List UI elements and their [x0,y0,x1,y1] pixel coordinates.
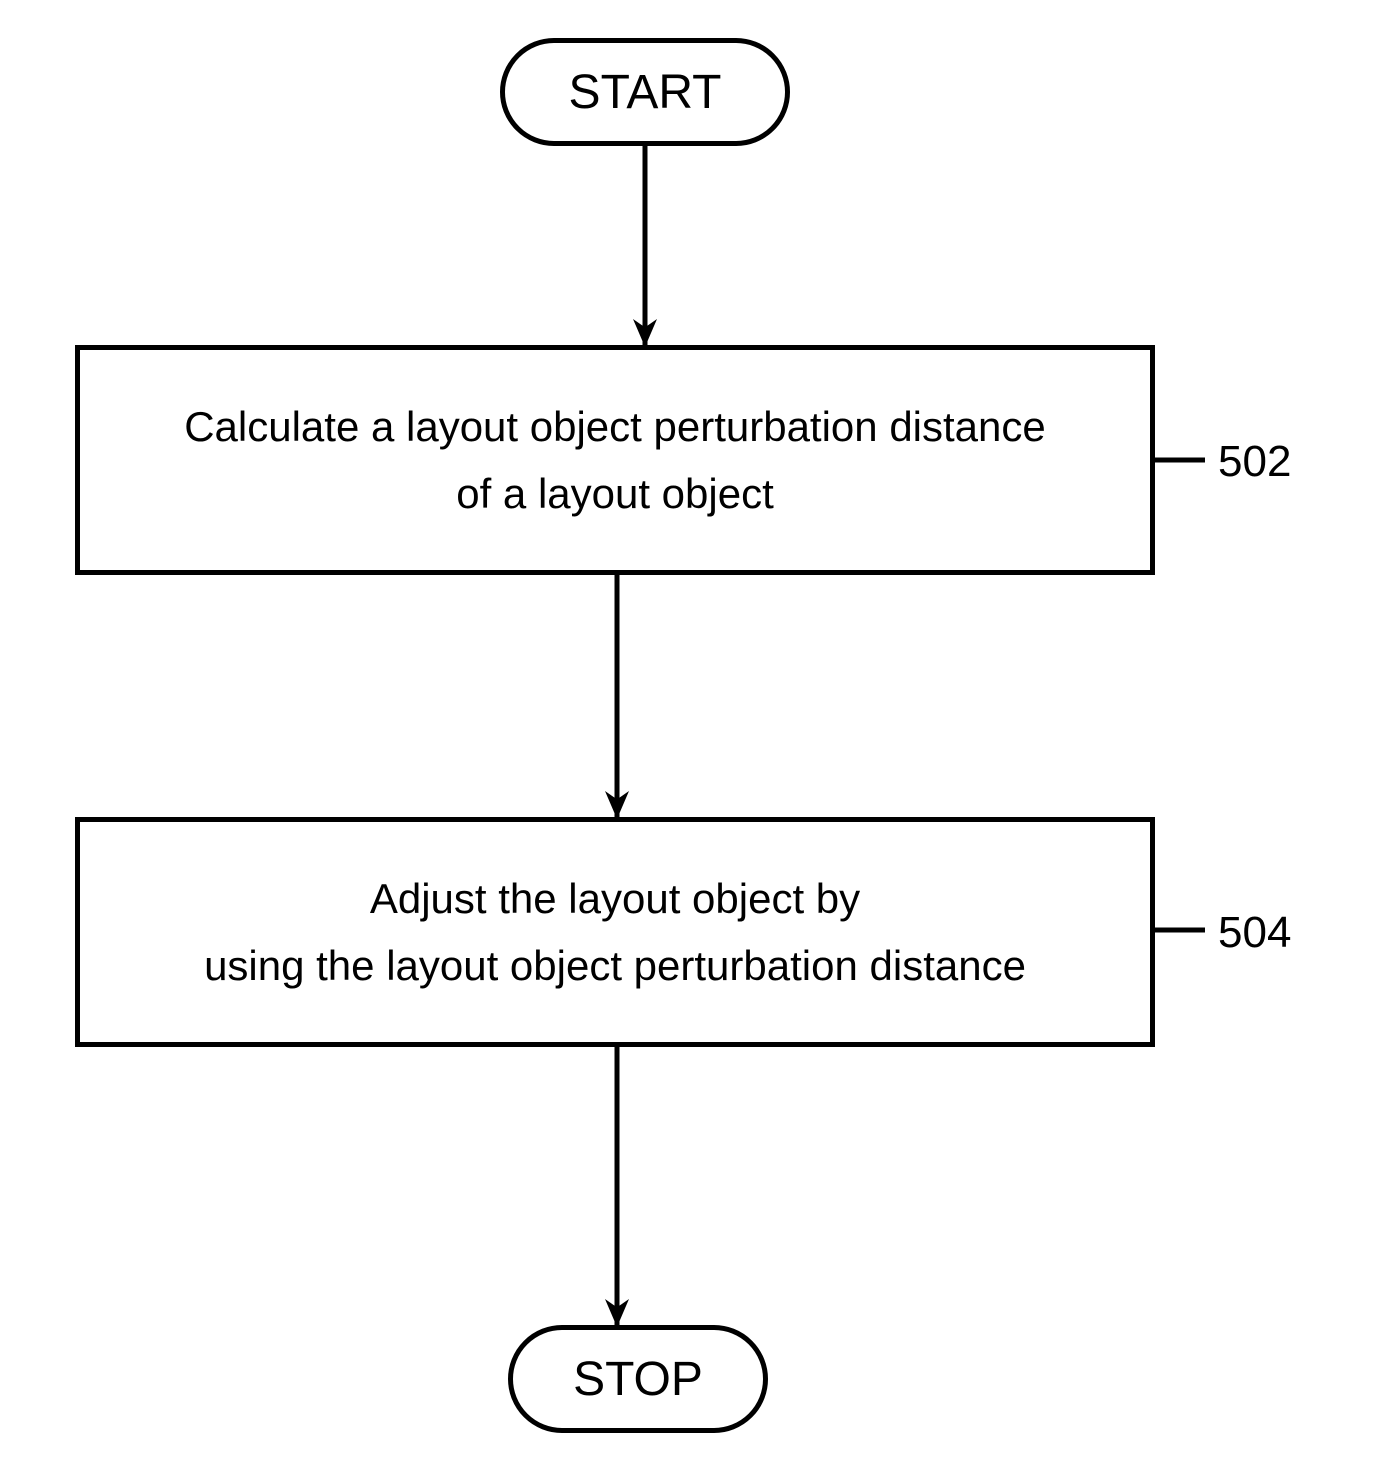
step1-line1: Calculate a layout object perturbation d… [184,403,1046,450]
step2-line2: using the layout object perturbation dis… [204,942,1026,989]
label-502: 502 [1218,437,1291,487]
step1-line2: of a layout object [456,470,774,517]
label-502-text: 502 [1218,437,1291,486]
flowchart-canvas: START Calculate a layout object perturba… [0,0,1385,1477]
step1-text: Calculate a layout object perturbation d… [184,393,1046,527]
label-504-text: 504 [1218,908,1291,957]
step2-node: Adjust the layout object by using the la… [75,817,1155,1047]
arrows-layer [0,0,1385,1477]
step2-line1: Adjust the layout object by [370,875,860,922]
label-504: 504 [1218,908,1291,958]
start-label: START [569,65,722,120]
step2-text: Adjust the layout object by using the la… [204,865,1026,999]
stop-node: STOP [508,1325,768,1433]
start-node: START [500,38,790,146]
stop-label: STOP [573,1352,703,1407]
step1-node: Calculate a layout object perturbation d… [75,345,1155,575]
